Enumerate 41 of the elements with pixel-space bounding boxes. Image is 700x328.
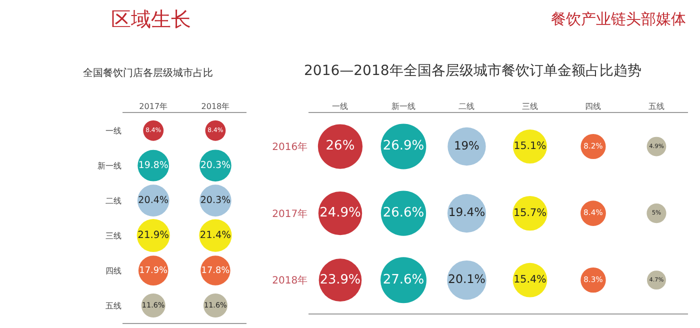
x-tick-label: 四线 <box>585 102 602 111</box>
data-label: 15.7% <box>513 206 547 219</box>
x-tick-label: 2018年 <box>201 102 230 111</box>
y-tick-label: 2018年 <box>272 274 308 287</box>
data-label: 27.6% <box>382 272 424 288</box>
data-label: 26.6% <box>382 206 424 221</box>
data-label: 19% <box>454 138 480 152</box>
y-tick-label: 三线 <box>105 231 122 240</box>
data-label: 17.8% <box>201 266 230 276</box>
chart-title: 2016—2018年全国各层级城市餐饮订单金额占比趋势 <box>304 63 642 79</box>
x-tick-label: 一线 <box>332 102 348 111</box>
data-label: 21.9% <box>138 230 170 242</box>
data-label: 20.3% <box>200 160 231 171</box>
data-label: 17.9% <box>139 266 168 276</box>
data-label: 15.4% <box>514 274 547 286</box>
text: 区域生长 <box>111 7 191 31</box>
data-label: 19.4% <box>448 205 486 220</box>
y-tick-label: 二线 <box>105 196 122 206</box>
data-label: 20.4% <box>138 194 169 206</box>
x-tick-label: 三线 <box>522 102 538 111</box>
x-tick-label: 五线 <box>648 102 664 111</box>
data-label: 26.9% <box>382 138 424 154</box>
data-label: 19.8% <box>138 160 168 171</box>
y-tick-label: 2016年 <box>272 141 308 154</box>
data-label: 20.3% <box>200 194 231 206</box>
x-tick-label: 新一线 <box>391 102 416 111</box>
y-tick-label: 四线 <box>105 266 122 276</box>
text: 餐饮产业链头部媒体 <box>551 10 686 28</box>
y-tick-label: 五线 <box>105 301 122 310</box>
data-label: 20.1% <box>448 272 486 286</box>
data-label: 24.9% <box>320 206 361 221</box>
data-label: 23.9% <box>320 272 361 288</box>
x-tick-label: 2017年 <box>139 102 168 111</box>
data-label: 21.4% <box>200 230 231 241</box>
chart-title: 全国餐饮门店各层级城市占比 <box>83 67 213 79</box>
data-label: 26% <box>326 138 355 154</box>
y-tick-label: 2017年 <box>272 208 308 220</box>
x-tick-label: 二线 <box>458 102 475 111</box>
y-tick-label: 一线 <box>105 126 122 136</box>
data-label: 15.1% <box>514 141 546 152</box>
y-tick-label: 新一线 <box>97 161 122 170</box>
